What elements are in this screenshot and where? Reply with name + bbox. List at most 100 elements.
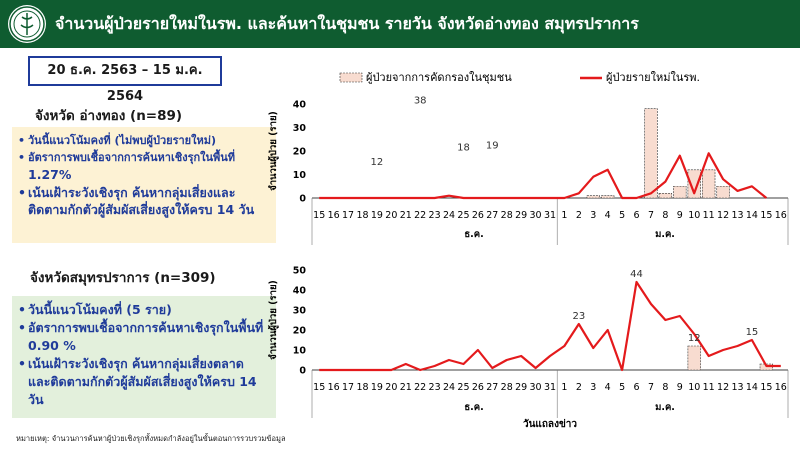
month-label: ม.ค. xyxy=(655,229,675,240)
x-tick-label: 28 xyxy=(501,382,513,393)
header-bar: จำนวนผู้ป่วยรายใหม่ในรพ. และค้นหาในชุมชน… xyxy=(0,0,800,48)
x-tick-label: 29 xyxy=(515,382,527,393)
x-tick-label: 28 xyxy=(501,210,513,221)
x-tick-label: 27 xyxy=(486,210,498,221)
x-tick-label: 30 xyxy=(530,382,542,393)
x-tick-label: 22 xyxy=(414,210,426,221)
x-tick-label: 29 xyxy=(515,210,527,221)
legend-hospital-label: ผู้ป่วยรายใหม่ในรพ. xyxy=(606,71,700,84)
data-label: 38 xyxy=(414,96,427,107)
legend-screening-swatch xyxy=(339,72,363,83)
x-tick-label: 17 xyxy=(342,382,354,393)
x-tick-label: 20 xyxy=(385,210,397,221)
samutprakan-bullet-1: • วันนี้แนวโน้มคงที่ (5 ราย) xyxy=(18,302,172,317)
data-label: 12 xyxy=(371,157,384,168)
screening-bar xyxy=(601,195,615,199)
x-tick-label: 17 xyxy=(342,210,354,221)
x-tick-label: 3 xyxy=(590,382,596,393)
x-tick-label: 20 xyxy=(385,382,397,393)
x-tick-label: 10 xyxy=(688,382,700,393)
x-tick-label: 7 xyxy=(648,382,654,393)
x-tick-label: 9 xyxy=(677,382,683,393)
data-label: 15 xyxy=(746,327,759,338)
x-tick-label: 18 xyxy=(356,382,368,393)
x-tick-label: 6 xyxy=(634,210,640,221)
y-tick-label: 20 xyxy=(293,326,307,337)
screening-bar xyxy=(644,108,658,199)
x-tick-label: 9 xyxy=(677,210,683,221)
x-tick-label: 30 xyxy=(530,210,542,221)
legend-screening-label: ผู้ป่วยจากการคัดกรองในชุมชน xyxy=(366,71,512,84)
x-tick-label: 16 xyxy=(775,382,787,393)
x-tick-label: 23 xyxy=(429,382,441,393)
x-tick-label: 27 xyxy=(486,382,498,393)
x-tick-label: 16 xyxy=(775,210,787,221)
x-tick-label: 2 xyxy=(576,382,582,393)
data-label: 18 xyxy=(457,143,470,154)
angthong-bullet-1: • วันนี้แนวโน้มคงที่ (ไม่พบผู้ป่วยรายใหม่… xyxy=(18,134,217,147)
x-tick-label: 24 xyxy=(443,210,455,221)
y-tick-label: 30 xyxy=(293,123,307,134)
x-tick-label: 14 xyxy=(746,382,758,393)
screening-bar xyxy=(673,185,687,199)
date-range: 20 ธ.ค. 2563 – 15 ม.ค. 2564 xyxy=(28,56,222,104)
month-label: ธ.ค. xyxy=(464,402,483,413)
x-tick-label: 31 xyxy=(544,210,556,221)
x-tick-label: 12 xyxy=(717,210,729,221)
angthong-rate: 1.27% xyxy=(28,167,72,182)
x-tick-label: 11 xyxy=(703,210,715,221)
x-tick-label: 8 xyxy=(662,210,668,221)
x-tick-label: 3 xyxy=(590,210,596,221)
x-tick-label: 31 xyxy=(544,382,556,393)
x-axis-label: วันแถลงข่าว xyxy=(523,418,577,430)
x-tick-label: 26 xyxy=(472,210,484,221)
screening-bar xyxy=(716,185,730,199)
hospital-cases-line xyxy=(319,280,781,372)
data-label: 23 xyxy=(572,311,585,322)
y-tick-label: 40 xyxy=(293,286,307,297)
screening-bar xyxy=(586,195,600,199)
x-tick-label: 15 xyxy=(760,210,772,221)
y-tick-label: 40 xyxy=(293,100,307,111)
y-axis-label: จำนวนผู้ป่วย (ราย) xyxy=(267,111,280,191)
y-tick-label: 50 xyxy=(293,266,307,277)
x-tick-label: 26 xyxy=(472,382,484,393)
y-tick-label: 30 xyxy=(293,306,307,317)
x-tick-label: 16 xyxy=(328,210,340,221)
angthong-summary-box: • วันนี้แนวโน้มคงที่ (ไม่พบผู้ป่วยรายใหม่… xyxy=(12,127,276,243)
x-tick-label: 10 xyxy=(688,210,700,221)
x-tick-label: 16 xyxy=(328,382,340,393)
x-tick-label: 2 xyxy=(576,210,582,221)
x-tick-label: 25 xyxy=(457,382,469,393)
x-tick-label: 13 xyxy=(731,210,743,221)
footnote: หมายเหตุ: จำนวนการค้นหาผู้ป่วยเชิงรุกทั้… xyxy=(16,434,286,443)
data-label: 19 xyxy=(486,140,499,151)
y-tick-label: 10 xyxy=(293,170,307,181)
y-tick-label: 0 xyxy=(299,194,306,205)
x-tick-label: 24 xyxy=(443,382,455,393)
x-tick-label: 11 xyxy=(703,382,715,393)
x-tick-label: 23 xyxy=(429,210,441,221)
screening-bar xyxy=(687,169,701,199)
x-tick-label: 19 xyxy=(371,382,383,393)
x-tick-label: 18 xyxy=(356,210,368,221)
hospital-cases-line xyxy=(319,152,768,200)
x-tick-label: 21 xyxy=(400,210,412,221)
angthong-bullet-3: • เน้นเฝ้าระวังเชิงรุก ค้นหากลุ่มเสี่ยงแล… xyxy=(18,185,255,217)
page-title: จำนวนผู้ป่วยรายใหม่ในรพ. และค้นหาในชุมชน… xyxy=(55,14,639,33)
screening-bar xyxy=(658,193,673,199)
x-tick-label: 5 xyxy=(619,210,625,221)
x-tick-label: 21 xyxy=(400,382,412,393)
ministry-logo-icon xyxy=(8,5,46,43)
legend: ผู้ป่วยจากการคัดกรองในชุมชน ผู้ป่วยรายให… xyxy=(339,71,700,84)
data-label: 44 xyxy=(630,269,643,280)
data-label: 12 xyxy=(688,333,701,344)
y-axis-label: จำนวนผู้ป่วย (ราย) xyxy=(267,280,280,360)
screening-bar xyxy=(687,345,701,371)
x-tick-label: 8 xyxy=(662,382,668,393)
x-tick-label: 6 xyxy=(634,382,640,393)
samutprakan-title: จังหวัดสมุทรปราการ (n=309) xyxy=(30,270,216,286)
